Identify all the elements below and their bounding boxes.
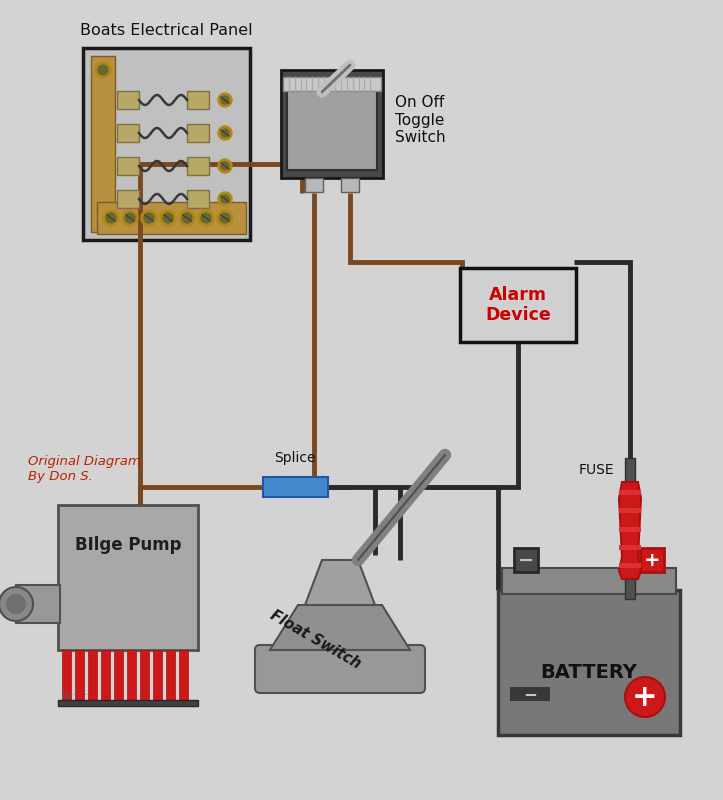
Bar — [498, 590, 680, 735]
Circle shape — [221, 96, 229, 104]
Bar — [117, 157, 139, 175]
Circle shape — [218, 126, 232, 140]
Circle shape — [218, 93, 232, 107]
Bar — [166, 650, 175, 700]
Bar — [179, 650, 188, 700]
Text: BIlge Pump: BIlge Pump — [74, 536, 181, 554]
Bar — [640, 548, 664, 572]
Bar — [187, 190, 209, 208]
Bar — [117, 190, 139, 208]
Text: +: + — [632, 682, 658, 711]
Circle shape — [160, 210, 176, 226]
Circle shape — [103, 210, 119, 226]
Bar — [281, 70, 383, 178]
Bar — [62, 650, 71, 700]
Bar — [263, 477, 328, 497]
Bar — [619, 563, 641, 568]
Circle shape — [95, 62, 111, 78]
Circle shape — [6, 594, 26, 614]
Bar — [625, 575, 635, 599]
Bar — [625, 458, 635, 482]
Bar — [619, 508, 641, 514]
Text: Boats Electrical Panel: Boats Electrical Panel — [80, 23, 252, 38]
Text: FUSE: FUSE — [578, 463, 614, 477]
Bar — [83, 48, 250, 240]
Circle shape — [221, 129, 229, 137]
Circle shape — [125, 213, 135, 223]
Bar — [510, 687, 550, 701]
Polygon shape — [619, 482, 641, 579]
Text: −: − — [523, 685, 537, 703]
Bar — [91, 56, 115, 232]
Bar — [187, 91, 209, 109]
Bar — [619, 526, 641, 531]
Circle shape — [218, 192, 232, 206]
Circle shape — [217, 210, 233, 226]
Bar — [58, 700, 198, 706]
Text: +: + — [643, 550, 660, 570]
Text: Alarm
Device: Alarm Device — [485, 286, 551, 325]
Bar — [16, 585, 60, 623]
Bar — [117, 91, 139, 109]
Text: −: − — [518, 550, 534, 570]
Circle shape — [625, 677, 665, 717]
Circle shape — [221, 162, 229, 170]
Bar — [187, 124, 209, 142]
Bar — [187, 157, 209, 175]
Circle shape — [201, 213, 211, 223]
Circle shape — [163, 213, 173, 223]
Bar — [58, 505, 198, 650]
Circle shape — [182, 213, 192, 223]
Bar — [619, 490, 641, 495]
Bar — [619, 545, 641, 550]
Bar — [88, 650, 97, 700]
Text: Float Switch: Float Switch — [267, 608, 363, 672]
Circle shape — [0, 587, 33, 621]
Bar — [114, 650, 123, 700]
Bar — [153, 650, 162, 700]
Text: Original Diagram
By Don S.: Original Diagram By Don S. — [28, 455, 141, 483]
FancyBboxPatch shape — [460, 268, 576, 342]
Circle shape — [98, 65, 108, 75]
Text: BATTERY: BATTERY — [541, 662, 638, 682]
FancyBboxPatch shape — [255, 645, 425, 693]
Text: Splice: Splice — [274, 451, 316, 465]
Bar — [101, 650, 110, 700]
Bar — [514, 548, 538, 572]
Circle shape — [144, 213, 154, 223]
Bar — [287, 90, 377, 170]
Circle shape — [221, 195, 229, 203]
Bar — [75, 650, 84, 700]
Circle shape — [106, 213, 116, 223]
Circle shape — [141, 210, 157, 226]
Circle shape — [198, 210, 214, 226]
Bar — [97, 202, 246, 234]
Circle shape — [179, 210, 195, 226]
Polygon shape — [305, 560, 375, 605]
Circle shape — [220, 213, 230, 223]
Bar — [305, 178, 323, 192]
Bar — [127, 650, 136, 700]
Bar — [283, 77, 381, 91]
Circle shape — [218, 159, 232, 173]
Polygon shape — [270, 605, 410, 650]
Circle shape — [122, 210, 138, 226]
Bar — [502, 568, 676, 594]
Bar — [117, 124, 139, 142]
Text: bo······: bo······ — [61, 691, 90, 700]
Bar — [140, 650, 149, 700]
Bar — [341, 178, 359, 192]
Text: On Off
Toggle
Switch: On Off Toggle Switch — [395, 95, 445, 145]
